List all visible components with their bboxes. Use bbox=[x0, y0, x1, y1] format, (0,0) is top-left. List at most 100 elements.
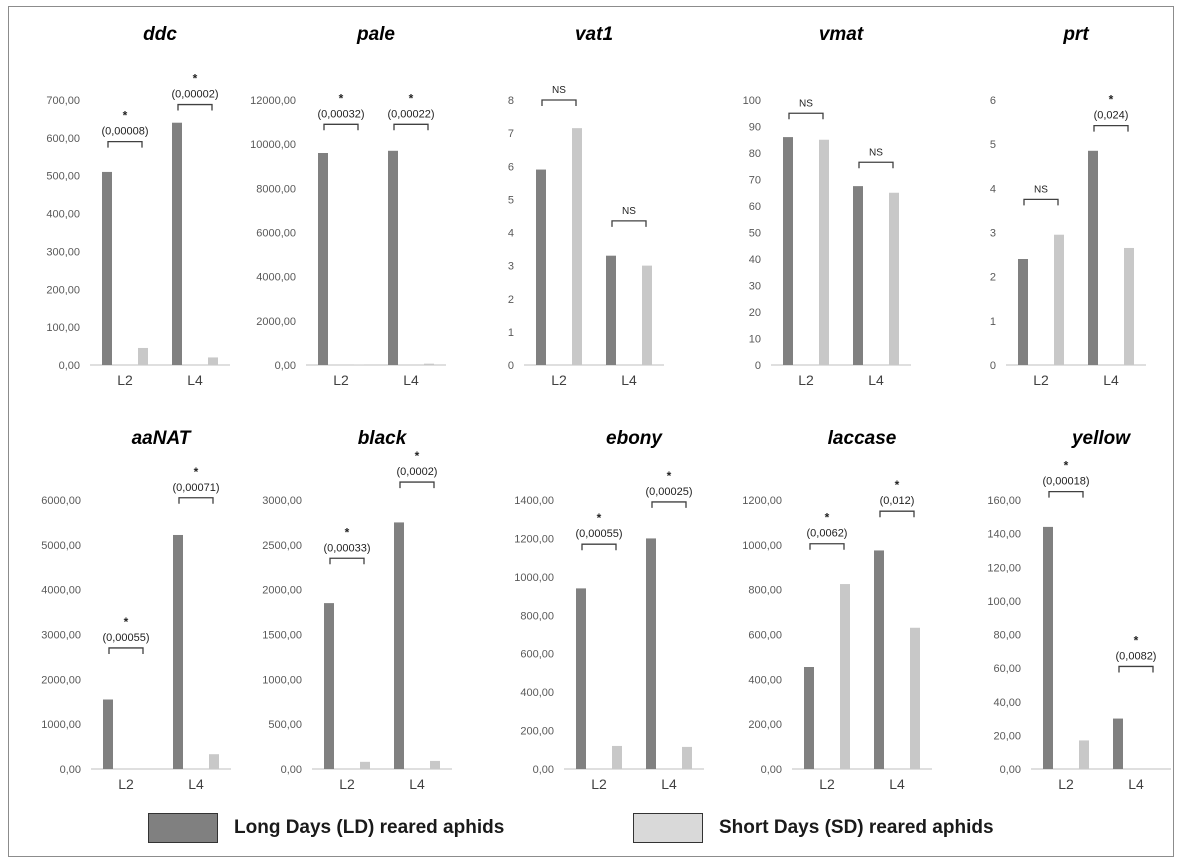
y-tick-label: 10 bbox=[749, 334, 761, 346]
y-tick-label: 80,00 bbox=[993, 630, 1021, 642]
significance-marker: NS bbox=[622, 206, 636, 217]
y-tick-label: 50 bbox=[749, 228, 761, 240]
p-value-label: (0,00071) bbox=[172, 482, 219, 494]
significance-marker: NS bbox=[869, 147, 883, 158]
significance-bracket bbox=[612, 221, 646, 227]
y-tick-label: 3 bbox=[508, 261, 514, 273]
bar-ld-l4 bbox=[874, 550, 884, 769]
bar-sd-l4 bbox=[889, 193, 899, 365]
x-tick-label: L4 bbox=[621, 372, 637, 388]
y-tick-label: 500,00 bbox=[46, 171, 80, 183]
bar-sd-l4 bbox=[642, 266, 652, 365]
p-value-label: (0,00055) bbox=[575, 528, 622, 540]
bar-ld-l4 bbox=[606, 256, 616, 365]
bar-ld-l4 bbox=[1088, 151, 1098, 365]
y-tick-label: 800,00 bbox=[520, 610, 554, 622]
significance-bracket bbox=[789, 113, 823, 119]
legend-label-ld: Long Days (LD) reared aphids bbox=[234, 817, 504, 839]
y-tick-label: 1200,00 bbox=[514, 533, 554, 545]
bar-ld-l4 bbox=[173, 535, 183, 769]
significance-bracket bbox=[108, 142, 142, 148]
bar-sd-l2 bbox=[840, 584, 850, 769]
y-tick-label: 60,00 bbox=[993, 663, 1021, 675]
bar-ld-l4 bbox=[172, 123, 182, 365]
p-value-label: (0,012) bbox=[880, 495, 915, 507]
bar-ld-l2 bbox=[536, 170, 546, 365]
significance-marker: NS bbox=[552, 85, 566, 96]
bar-ld-l4 bbox=[394, 522, 404, 769]
y-tick-label: 80 bbox=[749, 148, 761, 160]
significance-marker: * bbox=[194, 465, 199, 479]
y-tick-label: 1000,00 bbox=[262, 674, 302, 686]
y-tick-label: 90 bbox=[749, 122, 761, 134]
significance-bracket bbox=[810, 544, 844, 550]
y-tick-label: 0 bbox=[508, 360, 514, 372]
bar-sd-l4 bbox=[430, 761, 440, 769]
legend-item-ld: Long Days (LD) reared aphids bbox=[148, 810, 504, 846]
chart-title: prt bbox=[1062, 24, 1089, 45]
x-tick-label: L4 bbox=[403, 372, 419, 388]
y-tick-label: 0 bbox=[755, 360, 761, 372]
significance-marker: * bbox=[339, 91, 344, 105]
legend-swatch-ld bbox=[148, 813, 218, 843]
significance-bracket bbox=[179, 498, 213, 504]
significance-bracket bbox=[542, 100, 576, 106]
significance-bracket bbox=[394, 124, 428, 130]
y-tick-label: 4 bbox=[990, 183, 996, 195]
y-tick-label: 600,00 bbox=[748, 630, 782, 642]
significance-bracket bbox=[330, 558, 364, 564]
y-tick-label: 700,00 bbox=[46, 95, 80, 107]
y-tick-label: 12000,00 bbox=[250, 95, 296, 107]
y-tick-label: 400,00 bbox=[748, 674, 782, 686]
y-tick-label: 0,00 bbox=[60, 764, 81, 776]
chart-title: vat1 bbox=[575, 24, 613, 45]
y-tick-label: 0,00 bbox=[1000, 764, 1021, 776]
significance-bracket bbox=[1049, 492, 1083, 498]
significance-marker: NS bbox=[799, 98, 813, 109]
y-tick-label: 3 bbox=[990, 228, 996, 240]
chart-title: vmat bbox=[819, 24, 864, 45]
y-tick-label: 40,00 bbox=[993, 697, 1021, 709]
significance-marker: * bbox=[825, 511, 830, 525]
bar-sd-l2 bbox=[138, 348, 148, 365]
y-tick-label: 6 bbox=[990, 95, 996, 107]
y-tick-label: 30 bbox=[749, 281, 761, 293]
y-tick-label: 600,00 bbox=[46, 133, 80, 145]
p-value-label: (0,0082) bbox=[1116, 650, 1157, 662]
y-tick-label: 1 bbox=[990, 316, 996, 328]
bar-ld-l2 bbox=[1018, 259, 1028, 365]
y-tick-label: 5 bbox=[990, 139, 996, 151]
significance-bracket bbox=[1094, 126, 1128, 132]
legend-swatch-sd bbox=[633, 813, 703, 843]
significance-marker: * bbox=[345, 525, 350, 539]
x-tick-label: L4 bbox=[1103, 372, 1119, 388]
bar-sd-l4 bbox=[682, 747, 692, 769]
significance-bracket bbox=[859, 162, 893, 168]
x-tick-label: L2 bbox=[591, 776, 607, 792]
y-tick-label: 100,00 bbox=[987, 596, 1021, 608]
x-tick-label: L4 bbox=[187, 372, 203, 388]
y-tick-label: 2 bbox=[990, 272, 996, 284]
significance-bracket bbox=[582, 544, 616, 550]
significance-marker: * bbox=[597, 511, 602, 525]
y-tick-label: 5 bbox=[508, 194, 514, 206]
bar-ld-l4 bbox=[388, 151, 398, 365]
legend-label-sd: Short Days (SD) reared aphids bbox=[719, 817, 994, 839]
bar-ld-l4 bbox=[1113, 719, 1123, 769]
bar-sd-l2 bbox=[1079, 740, 1089, 769]
bar-sd-l2 bbox=[1054, 235, 1064, 365]
significance-bracket bbox=[109, 648, 143, 654]
x-tick-label: L4 bbox=[188, 776, 204, 792]
significance-marker: * bbox=[1109, 93, 1114, 107]
y-tick-label: 1500,00 bbox=[262, 630, 302, 642]
x-tick-label: L4 bbox=[661, 776, 677, 792]
y-tick-label: 5000,00 bbox=[41, 540, 81, 552]
legend-item-sd: Short Days (SD) reared aphids bbox=[633, 810, 994, 846]
x-tick-label: L2 bbox=[798, 372, 814, 388]
p-value-label: (0,00022) bbox=[387, 108, 434, 120]
chart-title: ebony bbox=[606, 428, 663, 449]
significance-marker: * bbox=[124, 615, 129, 629]
y-tick-label: 100 bbox=[743, 95, 761, 107]
bar-ld-l2 bbox=[318, 153, 328, 365]
